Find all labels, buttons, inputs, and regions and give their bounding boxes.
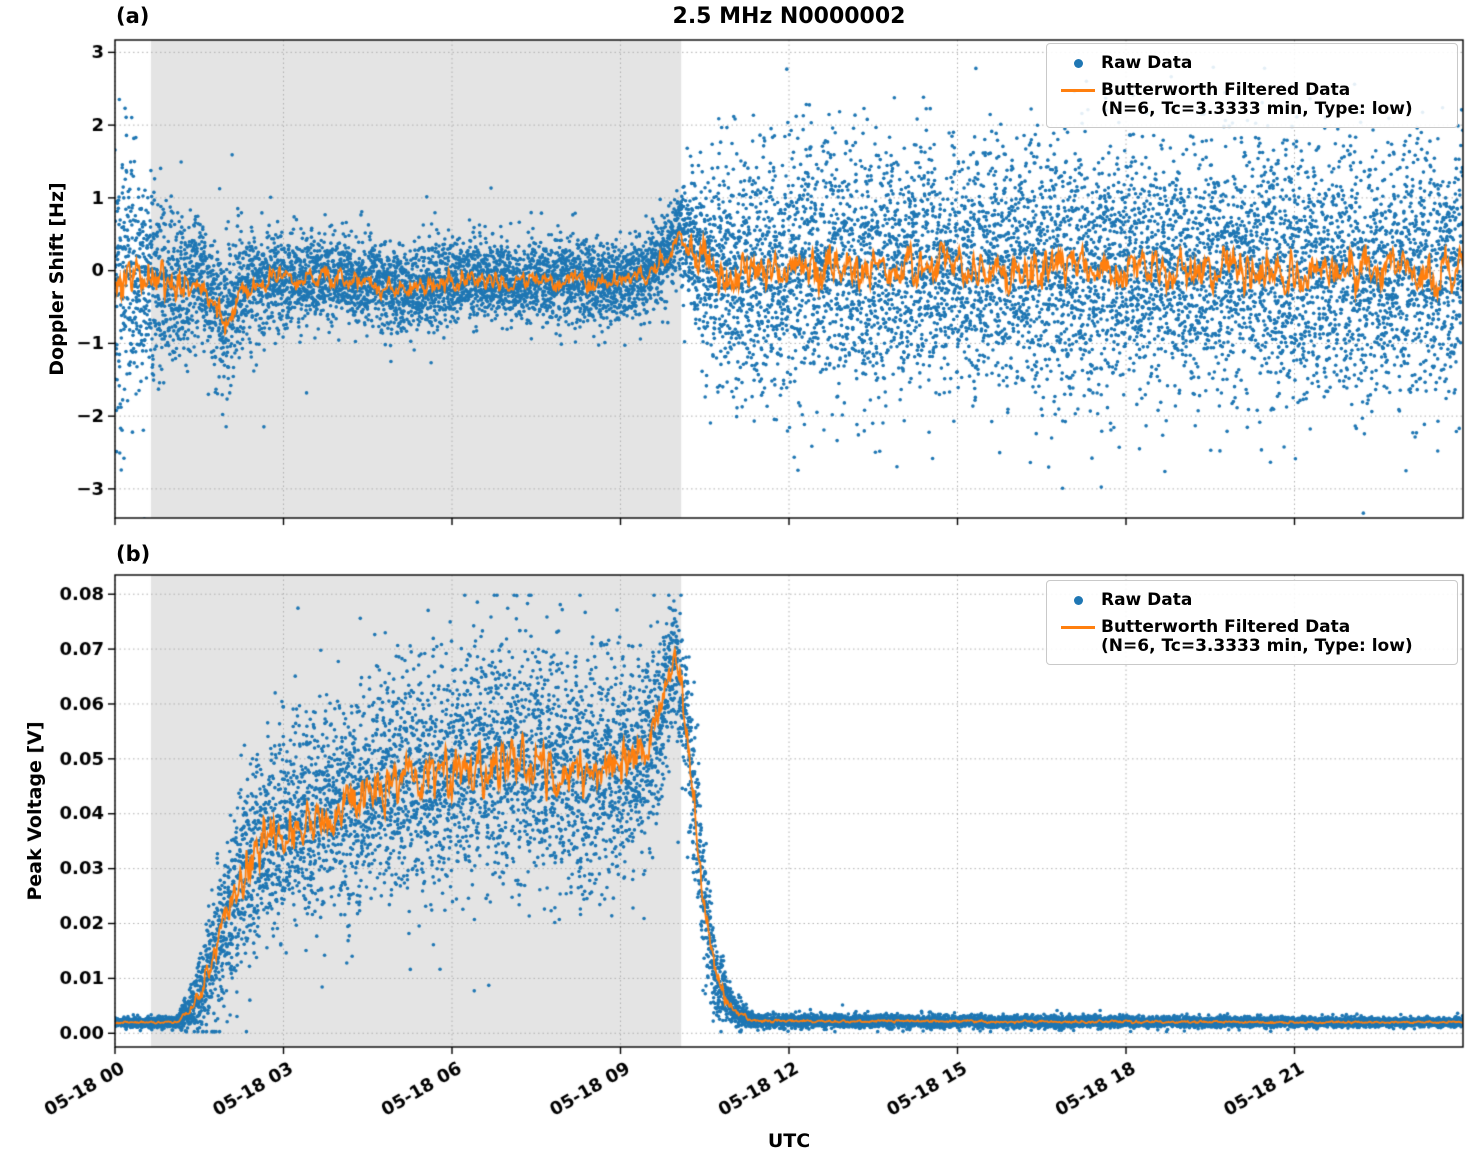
raw-data-dot-icon	[1073, 596, 1083, 605]
panel-a-label: (a)	[116, 4, 150, 28]
legend-raw-label: Raw Data	[1101, 589, 1193, 610]
legend-row-raw: Raw Data	[1055, 587, 1449, 614]
x-axis-label: UTC	[767, 1130, 811, 1152]
legend-filtered-label: Butterworth Filtered Data	[1101, 616, 1351, 637]
legend-row-filtered: Butterworth Filtered Data	[1055, 77, 1449, 104]
legend-panel-b: Raw Data Butterworth Filtered Data (N=6,…	[1046, 580, 1458, 665]
filtered-line-icon	[1061, 626, 1095, 629]
filtered-marker-cell	[1055, 89, 1101, 92]
legend-filtered-params: (N=6, Tc=3.3333 min, Type: low)	[1101, 636, 1413, 657]
legend-row-filter-params: (N=6, Tc=3.3333 min, Type: low)	[1055, 99, 1449, 121]
legend-filtered-label: Butterworth Filtered Data	[1101, 79, 1351, 100]
filtered-marker-cell	[1055, 626, 1101, 629]
figure-title: 2.5 MHz N0000002	[672, 4, 906, 29]
panel-a-y-axis-label: Doppler Shift [Hz]	[46, 182, 68, 376]
raw-data-marker-cell	[1055, 59, 1101, 68]
legend-filtered-params: (N=6, Tc=3.3333 min, Type: low)	[1101, 99, 1413, 120]
filtered-line-icon	[1061, 89, 1095, 92]
legend-panel-a: Raw Data Butterworth Filtered Data (N=6,…	[1046, 43, 1458, 128]
panel-b-y-axis-label: Peak Voltage [V]	[24, 721, 46, 901]
raw-data-dot-icon	[1073, 59, 1083, 68]
legend-raw-label: Raw Data	[1101, 52, 1193, 73]
legend-row-filter-params: (N=6, Tc=3.3333 min, Type: low)	[1055, 636, 1449, 658]
panel-b-label: (b)	[116, 542, 151, 566]
legend-row-raw: Raw Data	[1055, 50, 1449, 77]
raw-data-marker-cell	[1055, 596, 1101, 605]
legend-row-filtered: Butterworth Filtered Data	[1055, 614, 1449, 641]
